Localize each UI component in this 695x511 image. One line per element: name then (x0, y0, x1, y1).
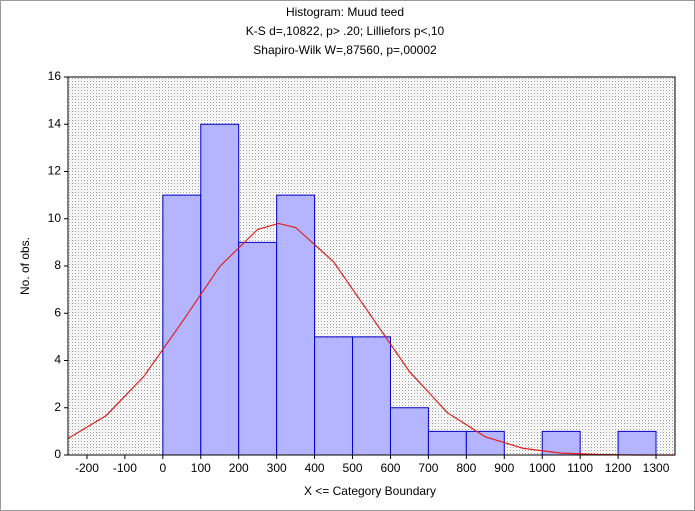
bar (314, 336, 354, 456)
x-tick-label: 1100 (567, 461, 593, 475)
x-tick-label: 800 (456, 461, 476, 475)
y-tick-label: 8 (54, 258, 61, 272)
y-tick-label: 10 (48, 211, 62, 225)
y-tick-label: 2 (54, 400, 61, 414)
y-tick-label: 0 (54, 447, 61, 461)
x-tick-label: 400 (305, 461, 325, 475)
y-tick-label: 12 (48, 164, 62, 178)
x-tick-label: 1300 (643, 461, 670, 475)
bar (427, 430, 467, 456)
bar (617, 430, 657, 456)
bar (389, 407, 429, 456)
bar (238, 241, 278, 456)
bar (465, 430, 505, 456)
x-tick-label: 100 (191, 461, 211, 475)
y-tick-label: 16 (48, 69, 62, 83)
x-tick-label: 300 (267, 461, 287, 475)
subtitle: Shapiro-Wilk W=,87560, p=,00002 (253, 43, 437, 57)
y-tick-label: 14 (48, 116, 62, 130)
x-tick-label: 0 (160, 461, 167, 475)
bar (276, 194, 316, 456)
fit-curve (67, 222, 675, 456)
bar (162, 194, 202, 456)
x-tick-label: 700 (418, 461, 438, 475)
x-tick-label: 500 (343, 461, 363, 475)
bar (352, 336, 391, 456)
x-tick-label: 900 (494, 461, 514, 475)
x-tick-label: 600 (380, 461, 400, 475)
subtitle: K-S d=,10822, p> .20; Lilliefors p<,10 (246, 24, 445, 38)
y-axis-label: No. of obs. (18, 237, 32, 295)
chart-title: Histogram: Muud teed (286, 5, 404, 19)
bar (200, 123, 240, 456)
y-tick-label: 6 (54, 305, 61, 319)
x-tick-label: 1000 (529, 461, 556, 475)
y-tick-label: 4 (54, 353, 61, 367)
x-tick-label: -100 (113, 461, 137, 475)
x-axis-label: X <= Category Boundary (304, 484, 436, 498)
x-tick-label: 200 (229, 461, 249, 475)
x-tick-label: -200 (75, 461, 99, 475)
x-tick-label: 1200 (605, 461, 632, 475)
